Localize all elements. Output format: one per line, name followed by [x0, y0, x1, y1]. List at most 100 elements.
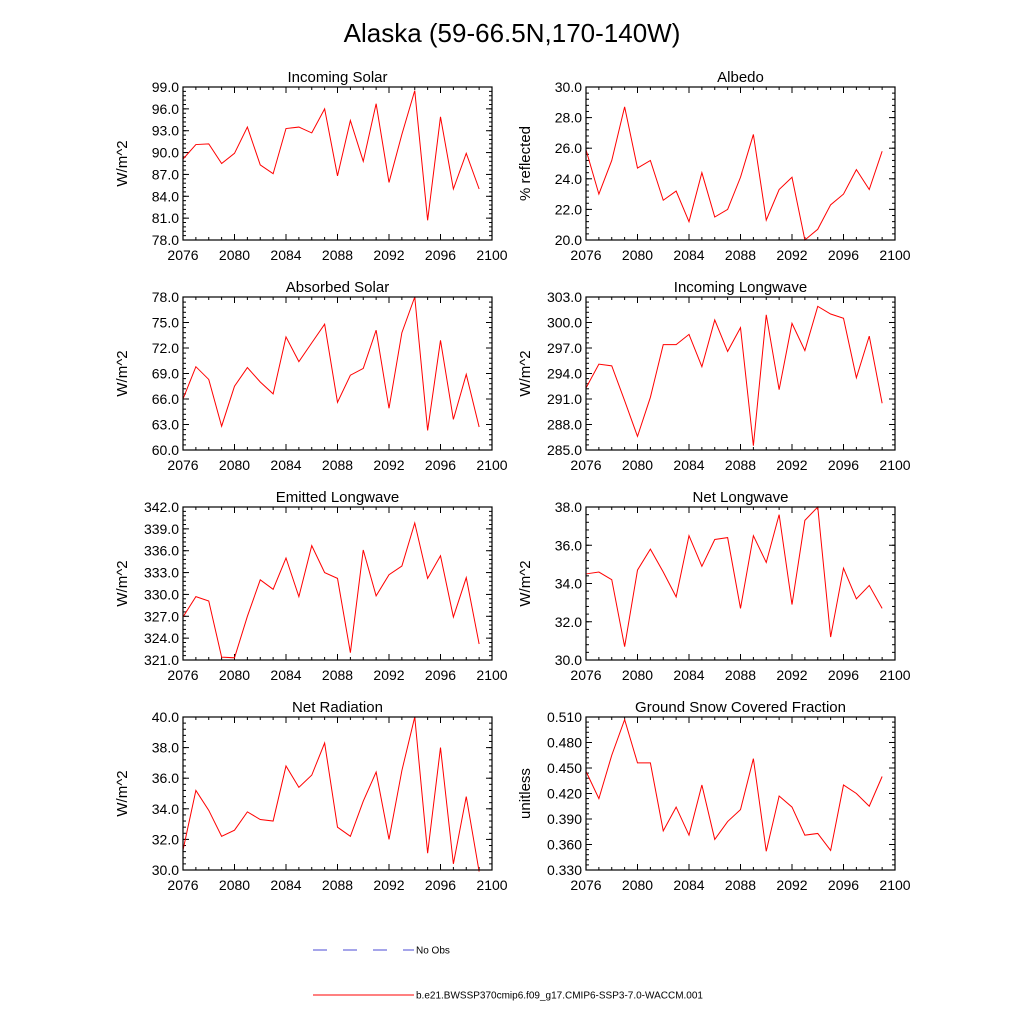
y-tick-label: 60.0 [152, 442, 179, 458]
x-tick-label: 2080 [622, 247, 653, 263]
y-tick-label: 297.0 [547, 340, 582, 356]
panel-incoming-solar: Incoming Solar W/m^2 2076 2080 2084 2088 2092 2… [114, 69, 508, 263]
x-tick-label: 2100 [879, 457, 910, 473]
y-tick-label: 78.0 [152, 289, 179, 305]
y-tick-label: 78.0 [152, 232, 179, 248]
x-tick-label: 2084 [673, 877, 704, 893]
plot-frame [585, 506, 896, 661]
y-tick-label: 40.0 [152, 709, 179, 725]
x-tick-label: 2096 [828, 457, 859, 473]
y-tick-label: 87.0 [152, 166, 179, 182]
series-line [182, 716, 480, 872]
panel-absorbed-solar: Absorbed Solar W/m^2 2076 2080 2084 2088 2092 2… [114, 279, 508, 473]
x-tick-label: 2088 [322, 667, 353, 683]
panel-title: Net Longwave [693, 489, 789, 506]
y-tick-label: 0.360 [547, 837, 582, 853]
x-tick-label: 2084 [270, 247, 301, 263]
x-tick-label: 2080 [219, 457, 250, 473]
plot-frame [182, 296, 493, 451]
x-tick-label: 2080 [219, 247, 250, 263]
y-tick-label: 38.0 [555, 499, 582, 515]
x-tick-label: 2088 [725, 457, 756, 473]
x-tick-label: 2096 [828, 667, 859, 683]
x-tick-label: 2076 [570, 667, 601, 683]
y-tick-label: 339.0 [144, 521, 179, 537]
y-axis-label: W/m^2 [114, 560, 131, 606]
y-axis-label: W/m^2 [517, 560, 534, 606]
x-tick-label: 2096 [425, 457, 456, 473]
y-tick-label: 24.0 [555, 171, 582, 187]
y-tick-label: 321.0 [144, 652, 179, 668]
panels: Incoming Solar W/m^2 2076 2080 2084 2088 2092 2… [114, 69, 911, 893]
x-tick-label: 2080 [219, 877, 250, 893]
plot-frame [182, 716, 493, 871]
x-tick-label: 2096 [425, 877, 456, 893]
y-tick-label: 324.0 [144, 630, 179, 646]
panel-ground-snow-covered-fraction: Ground Snow Covered Fraction unitless 2076… [517, 699, 911, 893]
y-tick-label: 30.0 [152, 862, 179, 878]
y-tick-label: 300.0 [547, 315, 582, 331]
panel-title: Absorbed Solar [286, 279, 389, 296]
x-tick-label: 2092 [373, 667, 404, 683]
x-tick-label: 2092 [373, 457, 404, 473]
series-line [585, 305, 883, 446]
y-tick-label: 330.0 [144, 586, 179, 602]
panel-title: Incoming Solar [287, 69, 387, 86]
y-tick-label: 22.0 [555, 201, 582, 217]
y-tick-label: 294.0 [547, 366, 582, 382]
y-axis-label: W/m^2 [114, 770, 131, 816]
y-tick-label: 285.0 [547, 442, 582, 458]
x-tick-label: 2096 [828, 247, 859, 263]
x-tick-label: 2100 [879, 877, 910, 893]
x-tick-label: 2084 [270, 667, 301, 683]
y-axis-label: unitless [517, 768, 534, 819]
y-tick-label: 84.0 [152, 188, 179, 204]
x-tick-label: 2096 [425, 247, 456, 263]
plot-frame [585, 86, 896, 241]
y-tick-label: 28.0 [555, 110, 582, 126]
y-tick-label: 32.0 [152, 831, 179, 847]
x-tick-label: 2080 [219, 667, 250, 683]
y-tick-label: 0.330 [547, 862, 582, 878]
x-tick-label: 2100 [476, 247, 507, 263]
y-axis-label: W/m^2 [114, 350, 131, 396]
y-tick-label: 0.480 [547, 735, 582, 751]
x-tick-label: 2092 [373, 877, 404, 893]
y-tick-label: 66.0 [152, 391, 179, 407]
y-tick-label: 34.0 [152, 801, 179, 817]
x-tick-label: 2092 [776, 877, 807, 893]
y-tick-label: 336.0 [144, 543, 179, 559]
x-tick-label: 2088 [725, 667, 756, 683]
x-tick-label: 2088 [725, 247, 756, 263]
y-axis-label: % reflected [517, 126, 534, 201]
x-tick-label: 2096 [425, 667, 456, 683]
y-tick-label: 81.0 [152, 210, 179, 226]
panel-emitted-longwave: Emitted Longwave W/m^2 2076 2080 2084 2088 209… [114, 489, 508, 683]
x-tick-label: 2088 [322, 247, 353, 263]
x-tick-label: 2100 [879, 247, 910, 263]
panel-title: Incoming Longwave [674, 279, 807, 296]
legend-model-label: b.e21.BWSSP370cmip6.f09_g17.CMIP6-SSP3-7… [416, 991, 703, 1002]
legend: No Obs b.e21.BWSSP370cmip6.f09_g17.CMIP6… [313, 946, 703, 1002]
x-tick-label: 2076 [570, 247, 601, 263]
series-line [182, 296, 480, 431]
plot-frame [182, 506, 493, 661]
y-tick-label: 30.0 [555, 652, 582, 668]
x-tick-label: 2092 [776, 457, 807, 473]
legend-no-obs-label: No Obs [416, 946, 450, 957]
x-tick-label: 2100 [879, 667, 910, 683]
y-tick-label: 327.0 [144, 608, 179, 624]
x-tick-label: 2076 [167, 667, 198, 683]
x-tick-label: 2100 [476, 667, 507, 683]
x-tick-label: 2076 [167, 457, 198, 473]
series-line [182, 90, 480, 221]
y-tick-label: 36.0 [555, 537, 582, 553]
x-tick-label: 2092 [373, 247, 404, 263]
x-tick-label: 2084 [673, 457, 704, 473]
y-tick-label: 99.0 [152, 79, 179, 95]
y-tick-label: 72.0 [152, 340, 179, 356]
series-line [182, 521, 480, 659]
x-tick-label: 2084 [270, 457, 301, 473]
panel-incoming-longwave: Incoming Longwave W/m^2 2076 2080 2084 2088 20… [517, 279, 911, 473]
